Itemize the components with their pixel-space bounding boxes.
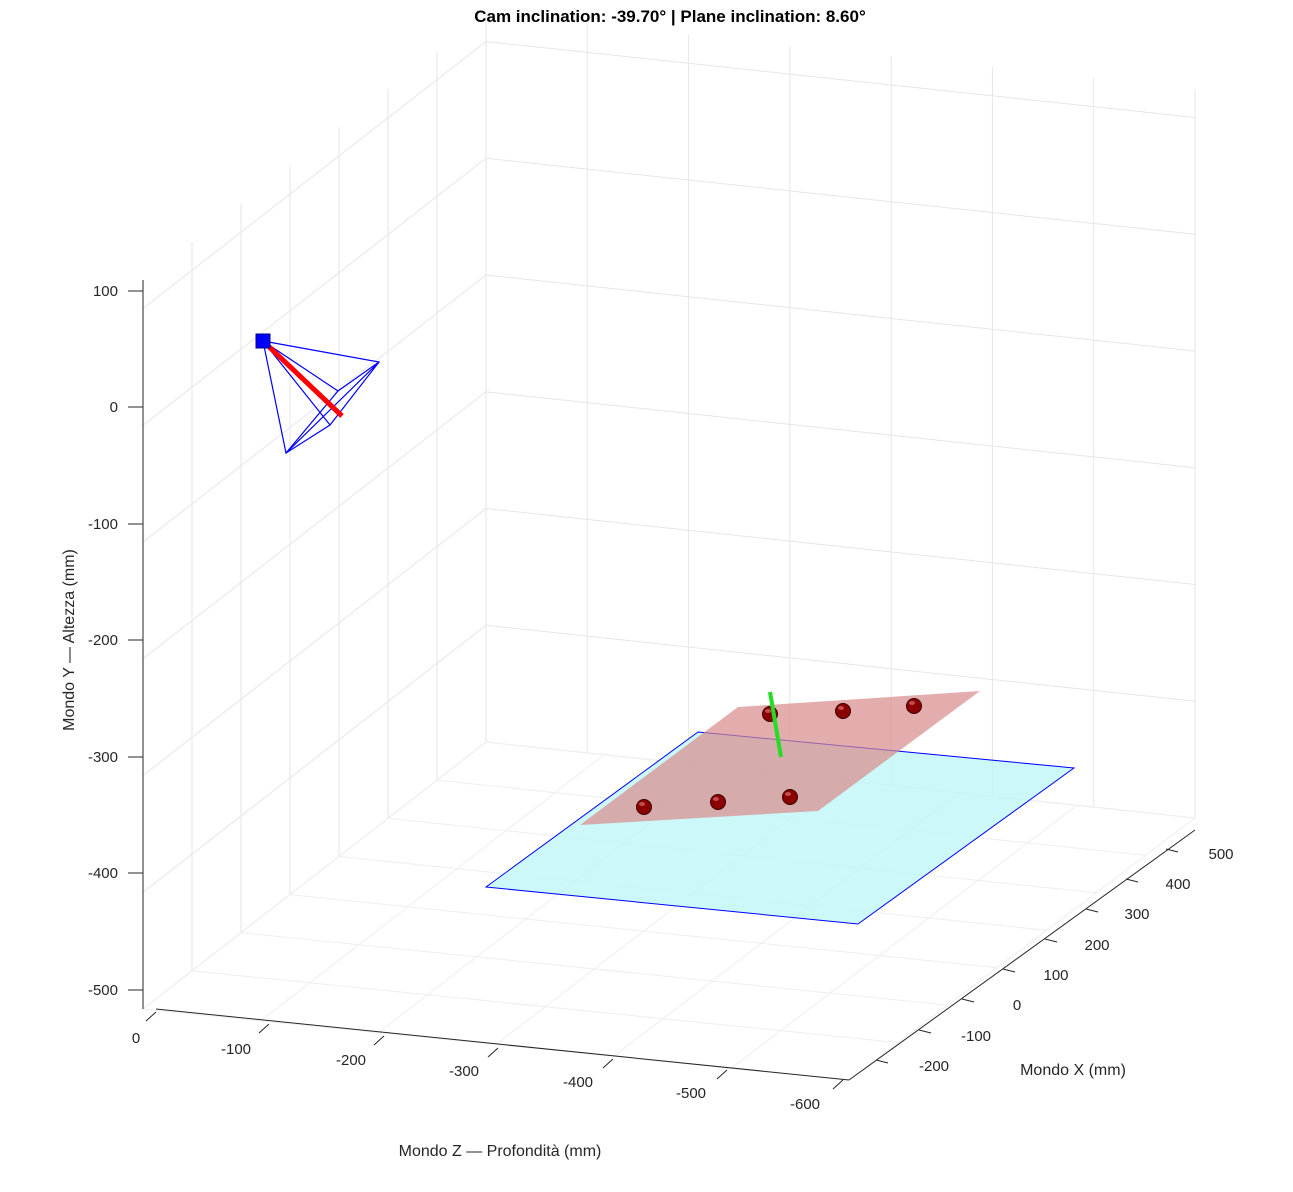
x-tick xyxy=(961,998,975,1003)
marker-highlight xyxy=(785,792,791,796)
marker-sphere xyxy=(636,799,652,815)
z-tick xyxy=(716,1069,728,1080)
y-tick-label: -200 xyxy=(88,632,118,649)
y-tick-label: 0 xyxy=(110,399,118,416)
marker-highlight xyxy=(765,709,771,713)
marker-sphere xyxy=(906,698,922,714)
marker-sphere xyxy=(835,703,851,719)
camera-optical-axis xyxy=(261,339,344,418)
marker-highlight xyxy=(639,802,645,806)
grid-line xyxy=(848,817,1196,1081)
grid-line xyxy=(142,274,1196,543)
grid-line xyxy=(142,741,487,1010)
y-tick-label: 100 xyxy=(93,283,118,300)
x-tick-label: 300 xyxy=(1124,906,1149,923)
grid-lines xyxy=(142,13,1196,1081)
z-tick-label: -300 xyxy=(449,1063,479,1080)
x-tick-label: 400 xyxy=(1165,876,1190,893)
x-tick-label: 0 xyxy=(1013,997,1021,1014)
x-tick xyxy=(918,1029,932,1034)
y-tick-label: -400 xyxy=(88,865,118,882)
x-tick xyxy=(1125,878,1139,883)
marker-points xyxy=(636,698,922,815)
x-tick-label: 500 xyxy=(1208,846,1233,863)
grid-line xyxy=(142,624,1196,893)
x-tick-label: -200 xyxy=(919,1058,949,1075)
z-tick-label: -600 xyxy=(790,1096,820,1113)
z-tick xyxy=(258,1023,270,1034)
marker-sphere xyxy=(782,789,798,805)
y-axis-label: Mondo Y — Altezza (mm) xyxy=(61,549,78,731)
plane-normal-vector xyxy=(768,691,783,758)
grid-line xyxy=(731,804,1078,1069)
z-tick-label: -100 xyxy=(221,1041,251,1058)
z-axis-line xyxy=(155,1008,850,1081)
z-axis-label: Mondo Z — Profondità (mm) xyxy=(399,1143,602,1160)
x-tick xyxy=(1085,908,1099,913)
x-tick xyxy=(1044,938,1058,943)
y-tick-label: -300 xyxy=(88,749,118,766)
grid-line xyxy=(260,754,605,1022)
x-tick xyxy=(875,1059,889,1064)
inclined-plane xyxy=(580,691,980,825)
x-tick xyxy=(1002,968,1016,973)
x-tick-label: -100 xyxy=(961,1028,991,1045)
grid-line xyxy=(142,391,1196,660)
x-tick-label: 100 xyxy=(1043,967,1068,984)
z-tick xyxy=(832,1079,844,1090)
marker-highlight xyxy=(713,797,719,801)
z-tick-label: -500 xyxy=(676,1085,706,1102)
grid-line xyxy=(142,40,1196,309)
x-tick-label: 200 xyxy=(1084,937,1109,954)
chart-title: Cam inclination: -39.70° | Plane inclina… xyxy=(474,7,866,26)
z-tick xyxy=(602,1058,614,1069)
x-axis-line xyxy=(848,829,1196,1081)
marker-highlight xyxy=(838,706,844,710)
x-tick xyxy=(1165,848,1179,853)
camera-center-marker xyxy=(255,333,271,349)
axes: 100 0 -100 -200 -300 -400 -500 0 -100 -200 -300 -40… xyxy=(88,280,1234,1113)
z-tick xyxy=(487,1047,499,1058)
grid-line xyxy=(142,157,1196,426)
y-tick-label: -500 xyxy=(88,982,118,999)
z-tick xyxy=(145,1011,157,1022)
z-tick-label: -200 xyxy=(336,1052,366,1069)
y-tick-label: -100 xyxy=(88,516,118,533)
marker-highlight xyxy=(909,701,915,705)
z-tick-label: 0 xyxy=(132,1030,140,1047)
x-axis-label: Mondo X (mm) xyxy=(1020,1062,1126,1079)
grid-line xyxy=(142,507,1196,776)
marker-sphere xyxy=(710,794,726,810)
z-tick-label: -400 xyxy=(563,1074,593,1091)
z-tick xyxy=(373,1035,385,1046)
ground-plane xyxy=(484,731,1076,925)
